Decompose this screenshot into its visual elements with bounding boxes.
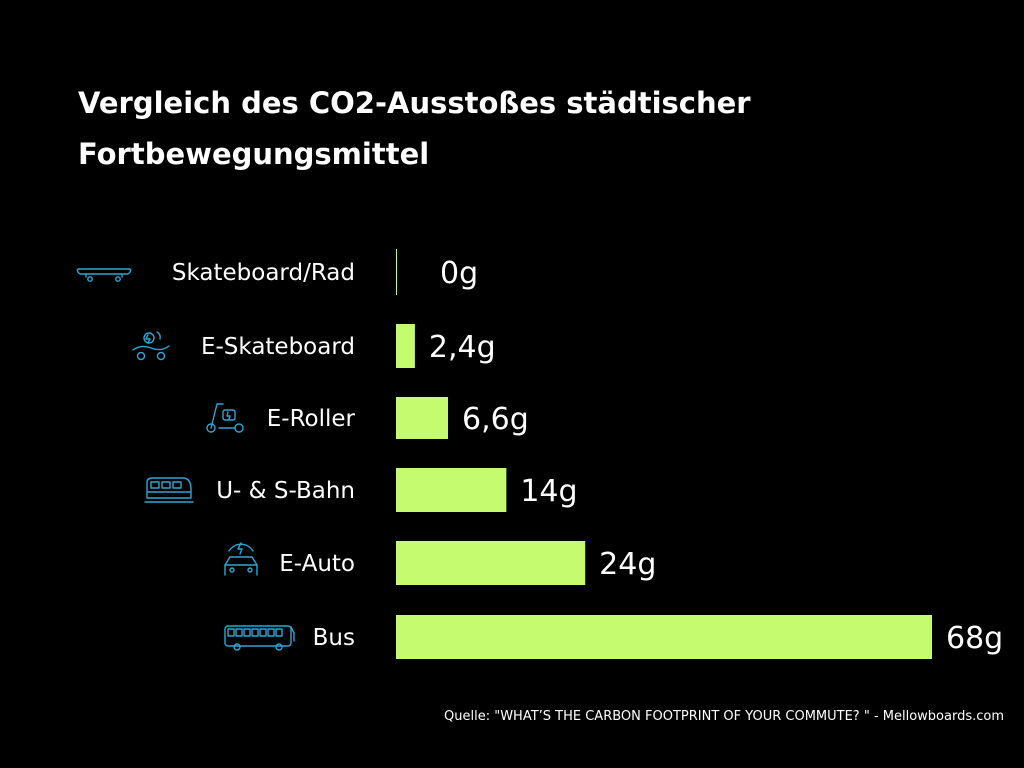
e-scooter-icon: [206, 403, 244, 433]
category-label: E-Roller: [267, 406, 356, 432]
category-label: E-Auto: [279, 551, 355, 577]
value-label: 2,4g: [429, 330, 496, 365]
train-icon: [144, 477, 194, 503]
value-label: 0g: [440, 256, 478, 291]
e-skateboard-icon: [132, 331, 170, 361]
value-label: 24g: [599, 547, 656, 582]
value-label: 14g: [520, 474, 577, 509]
category-label: Bus: [313, 625, 355, 651]
chart-title: Vergleich des CO2-Ausstoßes städtischer …: [78, 86, 751, 171]
bus-icon: [224, 625, 295, 651]
bar: [396, 397, 449, 439]
electric-car-icon: [224, 542, 258, 576]
category-label: Skateboard/Rad: [172, 260, 355, 286]
value-label: 68g: [946, 621, 1003, 656]
bar: [396, 615, 932, 659]
category-label: U- & S-Bahn: [216, 478, 355, 504]
bar: [396, 541, 586, 585]
bar: [396, 468, 507, 512]
skateboard-icon: [76, 268, 132, 282]
value-label: 6,6g: [462, 402, 529, 437]
source-note: Quelle: "WHAT’S THE CARBON FOOTPRINT OF …: [444, 709, 1004, 724]
bar: [396, 249, 397, 295]
category-label: E-Skateboard: [201, 334, 355, 360]
bar: [396, 324, 415, 368]
